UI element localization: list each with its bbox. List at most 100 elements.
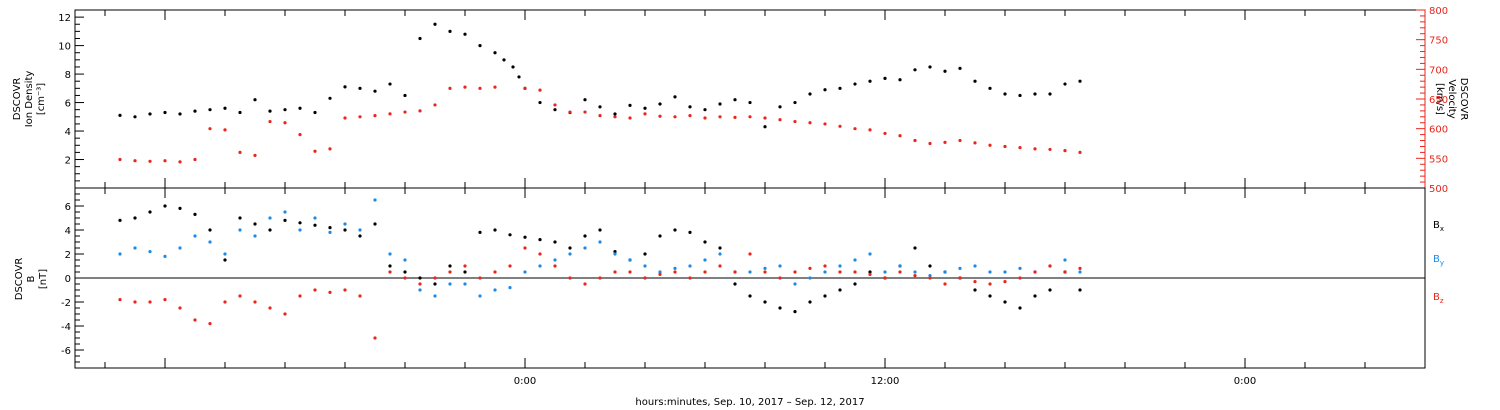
data-point-velocity <box>628 116 632 120</box>
data-point-bz <box>823 264 827 268</box>
data-point-bz <box>1033 270 1037 274</box>
velocity-tick-label: 800 <box>1429 6 1448 17</box>
data-point-bz <box>223 300 227 304</box>
data-point-ion-density <box>928 65 932 69</box>
data-point-bz <box>733 270 737 274</box>
data-point-bx <box>763 300 767 304</box>
data-point-by <box>703 258 707 262</box>
data-point-ion-density <box>808 92 812 96</box>
data-point-ion-density <box>838 86 842 90</box>
b-tick-label: -2 <box>61 298 71 309</box>
data-point-bz <box>163 298 167 302</box>
velocity-axis-title-line1: DSCOVR <box>1458 78 1469 121</box>
data-point-by <box>508 286 512 290</box>
data-point-by <box>463 282 467 286</box>
data-point-ion-density <box>853 82 857 86</box>
velocity-tick-label: 600 <box>1429 125 1448 136</box>
data-point-velocity <box>658 114 662 118</box>
data-point-velocity <box>898 134 902 138</box>
b-tick-label: -6 <box>61 346 71 357</box>
data-point-by <box>388 252 392 256</box>
data-point-by <box>853 258 857 262</box>
data-point-by <box>988 270 992 274</box>
legend-by: By <box>1433 254 1444 267</box>
data-point-velocity <box>193 157 197 162</box>
data-point-bx <box>238 216 242 220</box>
data-point-bz <box>1078 266 1082 270</box>
legend-bz-sub: z <box>1440 297 1444 305</box>
data-point-velocity <box>958 138 962 143</box>
data-point-by <box>133 246 137 250</box>
data-point-by <box>778 264 782 268</box>
data-point-ion-density <box>448 29 452 33</box>
data-point-bx <box>568 246 572 250</box>
data-point-by <box>583 246 587 250</box>
data-point-by <box>553 258 557 262</box>
data-point-ion-density <box>1048 92 1052 96</box>
data-point-by <box>943 270 947 274</box>
data-point-ion-density <box>898 78 902 82</box>
legend-bx: Bx <box>1433 220 1444 233</box>
velocity-tick-label: 700 <box>1429 65 1448 76</box>
data-point-ion-density <box>502 58 506 62</box>
b-data <box>118 198 1082 340</box>
magnetic-field-panel: -6 -4 -2 0 2 4 6 DSCOVR B [nT] Bx By Bz <box>14 187 1444 369</box>
data-point-bx <box>703 240 707 244</box>
data-point-bz <box>133 300 137 304</box>
data-point-by <box>1078 270 1082 274</box>
data-point-bz <box>178 306 182 310</box>
data-point-ion-density <box>613 112 617 116</box>
data-point-velocity <box>583 110 587 114</box>
velocity-tick-label: 550 <box>1429 154 1448 165</box>
b-axis: -6 -4 -2 0 2 4 6 <box>61 193 84 363</box>
data-point-by <box>958 266 962 270</box>
data-point-ion-density <box>658 102 662 106</box>
data-point-by <box>538 264 542 268</box>
data-point-ion-density <box>703 108 707 112</box>
data-point-bz <box>118 298 122 302</box>
data-point-by <box>598 240 602 244</box>
data-point-ion-density <box>343 85 347 89</box>
b-legend: Bx By Bz <box>1433 220 1444 305</box>
data-point-bz <box>1018 276 1022 280</box>
b-axis-title: DSCOVR B [nT] <box>14 258 49 301</box>
data-point-velocity <box>478 86 482 90</box>
data-point-by <box>478 294 482 298</box>
data-point-bx <box>1003 300 1007 304</box>
data-point-ion-density <box>538 100 542 105</box>
legend-bz-text: B <box>1433 292 1440 303</box>
data-point-velocity <box>298 133 302 137</box>
density-tick-label: 10 <box>58 42 71 53</box>
data-point-bx <box>403 270 407 274</box>
data-point-ion-density <box>418 36 422 41</box>
plasma-data <box>118 22 1082 164</box>
data-point-bz <box>673 270 677 274</box>
data-point-bx <box>793 310 797 314</box>
data-point-velocity <box>853 127 857 131</box>
data-point-velocity <box>1078 150 1082 154</box>
data-point-bz <box>463 264 467 268</box>
data-point-ion-density <box>313 110 317 115</box>
data-point-bz <box>313 288 317 292</box>
data-point-bx <box>448 264 452 268</box>
x-tick-label: 0:00 <box>1234 376 1256 387</box>
velocity-axis-title-line3: [km/s] <box>1434 83 1445 115</box>
data-point-ion-density <box>793 100 797 105</box>
data-point-ion-density <box>958 66 962 70</box>
density-tick-label: 6 <box>65 99 71 110</box>
data-point-by <box>178 246 182 250</box>
data-point-ion-density <box>223 106 227 110</box>
data-point-by <box>868 252 872 256</box>
data-point-bx <box>988 294 992 298</box>
data-point-by <box>628 258 632 262</box>
data-point-bx <box>598 228 602 232</box>
data-point-bx <box>553 240 557 244</box>
data-point-velocity <box>913 138 917 143</box>
data-point-ion-density <box>598 105 602 109</box>
data-point-velocity <box>793 119 797 124</box>
data-point-by <box>838 264 842 268</box>
data-point-ion-density <box>478 44 482 48</box>
density-axis-title-line3: [cm⁻³] <box>36 83 47 115</box>
data-point-by <box>238 228 242 232</box>
